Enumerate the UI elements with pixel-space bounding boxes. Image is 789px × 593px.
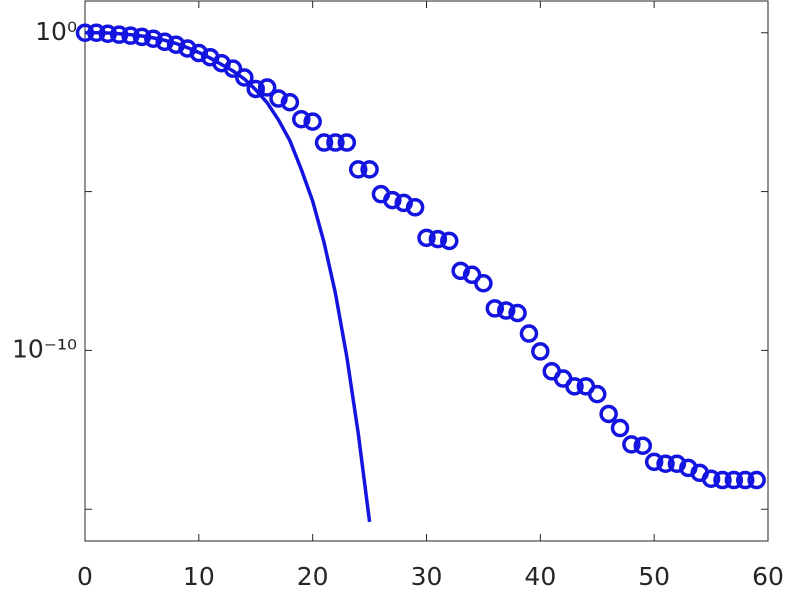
data-point [599,404,618,424]
data-point [565,377,584,396]
data-point [269,89,288,108]
x-tick-label: 60 [752,562,784,589]
data-point [451,261,470,281]
data-point [644,452,664,472]
data-point [314,133,334,152]
data-point [622,435,641,454]
data-point [474,274,493,293]
data-point [656,454,675,474]
x-tick-label: 0 [77,562,93,589]
data-point [724,470,744,490]
data-point [701,469,721,489]
data-point [610,418,630,438]
y-tick-label: 10⁻¹⁰ [12,334,77,363]
data-point [519,324,539,343]
x-tick-label: 20 [297,562,329,589]
data-point [496,301,516,320]
data-point [531,342,550,361]
data-point [383,190,402,210]
data-point [667,454,687,474]
data-point [713,470,732,490]
data-point [747,470,766,490]
data-point [417,228,436,248]
data-point [588,384,607,404]
data-point [257,78,277,97]
data-point [292,109,311,129]
data-point [303,112,322,131]
x-tick-label: 10 [183,562,215,589]
plot-area [84,0,769,542]
data-point [326,133,345,152]
data-point [280,92,300,112]
data-line [85,31,372,523]
data-point [508,303,527,323]
x-tick-label: 30 [411,562,443,589]
data-point [405,198,425,217]
data-point [337,133,357,152]
data-point [735,470,755,490]
data-point [428,229,448,249]
data-point [485,299,505,318]
x-tick-label: 50 [638,562,670,589]
x-tick-label: 40 [524,562,556,589]
data-point [246,79,265,99]
data-point [348,160,368,179]
data-point [235,68,254,87]
data-point [633,436,653,455]
data-point [360,160,379,179]
data-point [440,231,459,251]
data-point [462,265,482,285]
data-point [189,43,209,63]
y-tick-label: 10⁰ [35,17,77,46]
